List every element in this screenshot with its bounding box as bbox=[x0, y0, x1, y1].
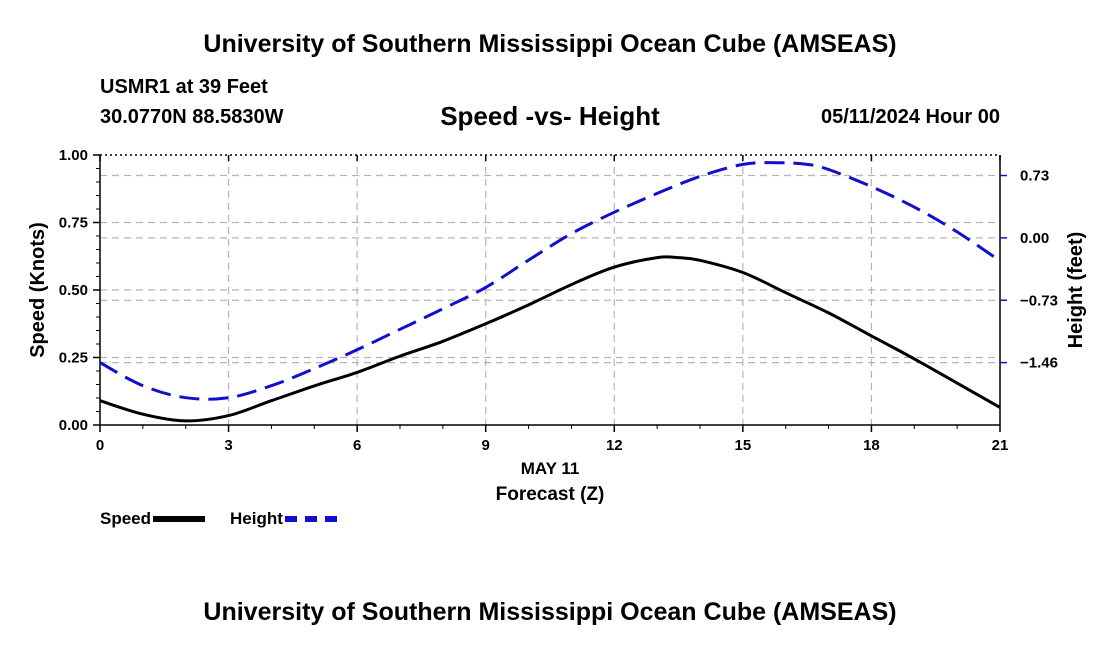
coordinates-label: 30.0770N 88.5830W bbox=[100, 106, 284, 128]
y-tick-label-3: 0.75 bbox=[59, 215, 88, 232]
series-line-height bbox=[99, 161, 1001, 401]
x-tick-label-4: 12 bbox=[606, 437, 623, 454]
y-tick-label-2: 0.50 bbox=[59, 282, 88, 299]
x-tick-label-6: 18 bbox=[863, 437, 880, 454]
series-line-speed bbox=[99, 255, 1001, 423]
y-axis-title: Speed (Knots) bbox=[27, 222, 49, 358]
x-axis-title: Forecast (Z) bbox=[496, 484, 605, 505]
chart-subtitle: Speed -vs- Height bbox=[440, 101, 660, 131]
legend-height-label: Height bbox=[230, 509, 283, 528]
legend-speed: Speed bbox=[100, 509, 206, 529]
y-tick-label-0: 0.00 bbox=[59, 417, 88, 434]
x-tick-label-7: 21 bbox=[992, 437, 1009, 454]
y2-tick-label-3: 0.73 bbox=[1020, 168, 1049, 185]
x-tick-label-5: 15 bbox=[735, 437, 752, 454]
y2-tick-label-2: 0.00 bbox=[1020, 230, 1049, 247]
chart-main-title: University of Southern Mississippi Ocean… bbox=[203, 30, 897, 58]
footer-title: University of Southern Mississippi Ocean… bbox=[203, 598, 897, 626]
x-tick-label-2: 6 bbox=[353, 437, 361, 454]
x-tick-label-0: 0 bbox=[96, 437, 104, 454]
y-tick-label-4: 1.00 bbox=[59, 147, 88, 164]
legend-speed-swatch bbox=[153, 516, 206, 522]
x-tick-label-3: 9 bbox=[482, 437, 490, 454]
y2-tick-label-1: −0.73 bbox=[1020, 292, 1058, 309]
y-tick-label-1: 0.25 bbox=[59, 350, 88, 367]
y2-axis-title: Height (feet) bbox=[1065, 232, 1087, 349]
x-tick-label-1: 3 bbox=[224, 437, 232, 454]
x-axis-sublabel: MAY 11 bbox=[521, 459, 580, 478]
y2-tick-label-0: −1.46 bbox=[1020, 355, 1058, 372]
legend-height: Height bbox=[230, 509, 337, 529]
forecast-datetime: 05/11/2024 Hour 00 bbox=[820, 106, 1000, 128]
station-label: USMR1 at 39 Feet bbox=[100, 76, 268, 98]
legend-speed-label: Speed bbox=[100, 509, 152, 528]
legend-height-swatch bbox=[284, 516, 337, 522]
